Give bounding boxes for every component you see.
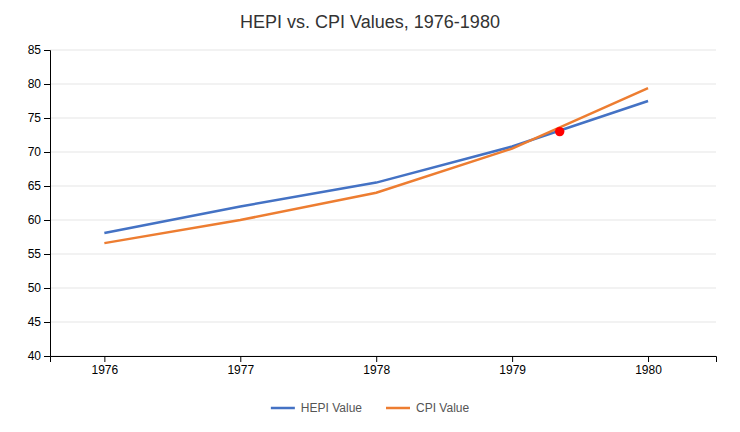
grid-line (50, 288, 716, 289)
tick: 1980 (635, 356, 662, 377)
tick: 65 (28, 179, 50, 193)
tick: 70 (28, 145, 50, 159)
x-axis: 1976 1977 1978 1979 1980 (51, 356, 717, 377)
chart-container: HEPI vs. CPI Values, 1976-19801976197719… (0, 0, 740, 432)
tick-label: 60 (28, 213, 42, 227)
tick-label: 1979 (499, 363, 526, 377)
grid (50, 50, 716, 356)
chart-title: HEPI vs. CPI Values, 1976-1980 (240, 12, 500, 32)
tick: 45 (28, 315, 50, 329)
tick-mark (512, 356, 513, 362)
tick-label: 1980 (635, 363, 662, 377)
legend: HEPI Value CPI Value (271, 401, 470, 415)
tick-label: 75 (28, 111, 42, 125)
tick: 1976 (92, 356, 119, 377)
tick: 55 (28, 247, 50, 261)
tick: 1979 (499, 356, 526, 377)
grid-line (50, 84, 716, 85)
tick-label: 1978 (363, 363, 390, 377)
tick: 75 (28, 111, 50, 125)
tick-mark (44, 50, 50, 51)
tick-mark (44, 288, 50, 289)
tick: 60 (28, 213, 50, 227)
grid-line (50, 50, 716, 51)
tick-mark (44, 322, 50, 323)
legend-label: HEPI Value (301, 401, 362, 415)
tick-mark (376, 356, 377, 362)
grid-line (50, 118, 716, 119)
tick-mark (104, 356, 105, 362)
tick-label: 55 (28, 247, 42, 261)
tick: 80 (28, 77, 50, 91)
axis-line (51, 357, 717, 363)
tick-mark (44, 356, 50, 357)
grid-line (50, 220, 716, 221)
legend-swatch (386, 407, 410, 410)
grid-line (50, 152, 716, 153)
tick-label: 1977 (227, 363, 254, 377)
tick-label: 40 (28, 349, 42, 363)
legend-label: CPI Value (416, 401, 469, 415)
tick: 1977 (227, 356, 254, 377)
tick: 85 (28, 43, 50, 57)
y-axis: 40 45 50 55 60 65 70 75 80 85 (28, 43, 51, 363)
tick-label: 85 (28, 43, 42, 57)
legend-swatch (271, 407, 295, 410)
tick-mark (44, 152, 50, 153)
tick-label: 50 (28, 281, 42, 295)
tick-mark (648, 356, 649, 362)
chart-svg: HEPI vs. CPI Values, 1976-19801976197719… (0, 0, 740, 432)
series-line (104, 88, 648, 243)
tick-mark (44, 118, 50, 119)
tick-label: 65 (28, 179, 42, 193)
tick: 50 (28, 281, 50, 295)
tick-mark (44, 84, 50, 85)
legend-item: CPI Value (386, 401, 469, 415)
tick-mark (44, 254, 50, 255)
tick-mark (240, 356, 241, 362)
axis-line (44, 51, 51, 357)
tick-label: 1976 (92, 363, 119, 377)
legend-item: HEPI Value (271, 401, 362, 415)
plot: 1976 1977 1978 1979 1980 40 45 50 55 60 65 70 75 80 85 (28, 43, 717, 376)
tick: 1978 (363, 356, 390, 377)
grid-line (50, 322, 716, 323)
tick-mark (44, 186, 50, 187)
grid-line (50, 254, 716, 255)
grid-line (50, 186, 716, 187)
tick-mark (44, 220, 50, 221)
marks (104, 88, 648, 243)
tick-label: 45 (28, 315, 42, 329)
series-line (104, 101, 648, 233)
point (555, 127, 564, 136)
tick: 40 (28, 349, 50, 363)
tick-label: 80 (28, 77, 42, 91)
tick-label: 70 (28, 145, 42, 159)
